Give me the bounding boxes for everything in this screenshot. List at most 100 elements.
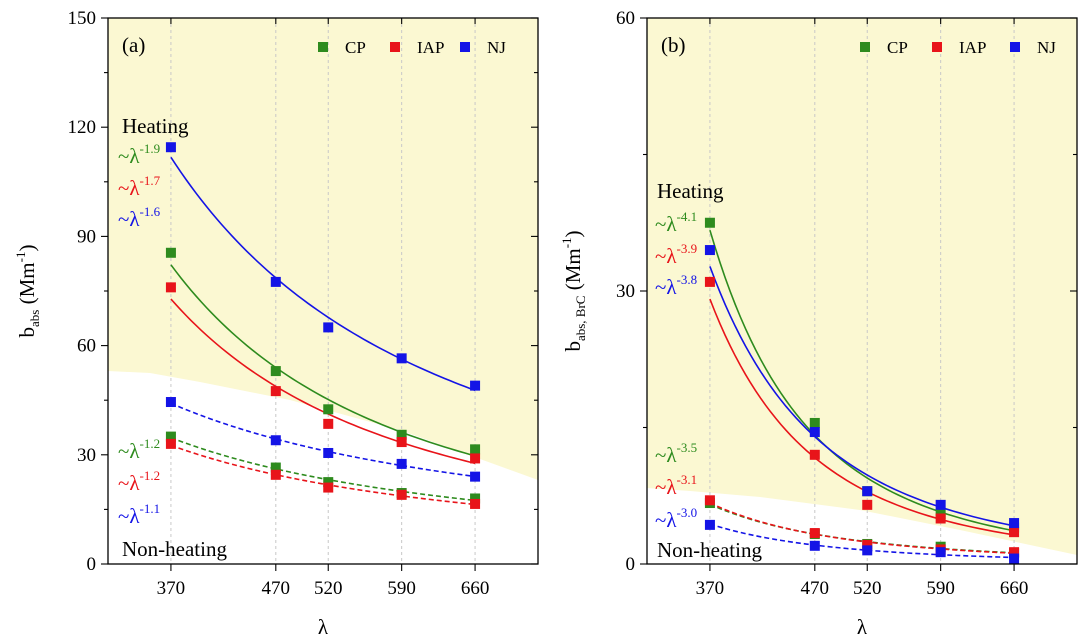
x-tick-label: 660 xyxy=(461,578,490,599)
point-cp-heating xyxy=(323,404,334,415)
x-tick-label: 590 xyxy=(926,578,955,599)
point-iap-heating xyxy=(270,386,281,397)
point-nj-heating xyxy=(396,353,407,364)
point-nj-non_heating xyxy=(862,545,873,556)
point-iap-non_heating xyxy=(270,469,281,480)
point-nj-heating xyxy=(165,142,176,153)
point-iap-non_heating xyxy=(1009,547,1020,558)
point-nj-non_heating xyxy=(809,540,820,551)
point-iap-heating xyxy=(396,437,407,448)
legend-marker-nj xyxy=(460,42,470,52)
y-tick-label: 60 xyxy=(77,336,96,357)
point-nj-heating xyxy=(323,322,334,333)
exponent-label-nj-heating: ~λ-1.6 xyxy=(118,204,161,231)
legend-label-nj: NJ xyxy=(1037,38,1056,57)
legend-label-nj: NJ xyxy=(487,38,506,57)
point-nj-heating xyxy=(470,380,481,391)
exponent-label-nj-non_heating: ~λ-1.1 xyxy=(118,501,160,528)
y-tick-label: 150 xyxy=(68,8,97,29)
x-tick-label: 370 xyxy=(696,578,725,599)
exponent-label-iap-heating: ~λ-1.7 xyxy=(118,173,161,200)
y-axis-title: babs, BrC (Mm-1) xyxy=(559,230,588,351)
point-nj-non_heating xyxy=(704,519,715,530)
y-tick-label: 0 xyxy=(626,554,636,575)
point-nj-heating xyxy=(809,427,820,438)
point-nj-heating xyxy=(862,486,873,497)
exponent-label-iap-non_heating: ~λ-3.1 xyxy=(655,472,697,499)
fit-curve-iap-non_heating xyxy=(170,444,476,506)
point-iap-non_heating xyxy=(704,495,715,506)
x-tick-label: 470 xyxy=(262,578,291,599)
fit-curve-cp-heating xyxy=(170,264,476,457)
x-tick-label: 520 xyxy=(853,578,882,599)
point-iap-non_heating xyxy=(470,498,481,509)
y-tick-label: 30 xyxy=(77,445,96,466)
panel-b: 0 30 60 370 470 520 590 660 λ babs, BrC (Mm-1) (b)… xyxy=(559,8,1078,639)
point-cp-heating xyxy=(270,366,281,377)
point-iap-heating xyxy=(470,453,481,464)
point-cp-non_heating xyxy=(323,477,334,488)
x-tick-label: 520 xyxy=(314,578,343,599)
point-iap-non_heating xyxy=(809,528,820,539)
point-nj-non_heating xyxy=(270,435,281,446)
point-iap-heating xyxy=(165,282,176,293)
point-nj-non_heating xyxy=(323,447,334,458)
point-cp-heating xyxy=(165,247,176,258)
heating-region xyxy=(108,18,538,480)
point-nj-heating xyxy=(704,245,715,256)
point-nj-non_heating xyxy=(165,397,176,408)
point-cp-heating xyxy=(809,417,820,428)
point-nj-non_heating xyxy=(1009,553,1020,564)
y-tick-label: 120 xyxy=(68,117,97,138)
legend-marker-iap xyxy=(932,42,942,52)
legend: CP IAP NJ xyxy=(860,38,1056,57)
point-iap-heating xyxy=(935,513,946,524)
fit-curve-iap-heating xyxy=(709,298,1015,536)
point-iap-non_heating xyxy=(165,438,176,449)
panel-a: 0 30 60 90 120 150 370 470 520 590 660 λ babs (Mm-1)… xyxy=(13,8,539,639)
x-tick-label: 660 xyxy=(1000,578,1029,599)
point-iap-heating xyxy=(809,449,820,460)
point-iap-non_heating xyxy=(396,489,407,500)
legend-label-iap: IAP xyxy=(417,38,444,57)
heating-label: Heating xyxy=(657,179,724,203)
x-tick-label: 590 xyxy=(387,578,416,599)
point-cp-heating xyxy=(396,429,407,440)
x-axis-title: λ xyxy=(857,615,868,639)
point-cp-non_heating xyxy=(470,493,481,504)
legend-label-cp: CP xyxy=(887,38,908,57)
y-tick-label: 90 xyxy=(77,226,96,247)
panel-label: (b) xyxy=(661,33,686,57)
exponent-label-cp-heating: ~λ-1.9 xyxy=(118,141,160,168)
fit-curve-nj-non_heating xyxy=(709,523,1015,559)
point-iap-heating xyxy=(704,276,715,287)
fit-curve-iap-heating xyxy=(170,298,476,465)
legend-label-cp: CP xyxy=(345,38,366,57)
exponent-label-nj-non_heating: ~λ-3.0 xyxy=(655,505,697,532)
exponent-label-cp-non_heating: ~λ-3.5 xyxy=(655,440,697,467)
point-iap-heating xyxy=(1009,527,1020,538)
point-nj-non_heating xyxy=(935,547,946,558)
legend: CP IAP NJ xyxy=(318,38,506,57)
fit-curve-cp-non_heating xyxy=(170,436,476,502)
fit-curve-cp-heating xyxy=(709,229,1015,532)
y-axis-title: babs (Mm-1) xyxy=(13,245,42,338)
legend-marker-cp xyxy=(860,42,870,52)
point-nj-heating xyxy=(270,276,281,287)
point-iap-heating xyxy=(323,418,334,429)
non-heating-label: Non-heating xyxy=(122,537,227,561)
exponent-label-cp-non_heating: ~λ-1.2 xyxy=(118,436,160,463)
legend-label-iap: IAP xyxy=(959,38,986,57)
legend-marker-nj xyxy=(1010,42,1020,52)
point-nj-heating xyxy=(1009,518,1020,529)
exponent-label-cp-heating: ~λ-4.1 xyxy=(655,209,697,236)
point-iap-non_heating xyxy=(323,482,334,493)
legend-marker-iap xyxy=(390,42,400,52)
non-heating-label: Non-heating xyxy=(657,538,762,562)
x-axis-title: λ xyxy=(318,615,329,639)
fit-curve-nj-heating xyxy=(709,266,1015,527)
point-nj-non_heating xyxy=(470,471,481,482)
legend-marker-cp xyxy=(318,42,328,52)
point-iap-heating xyxy=(862,499,873,510)
